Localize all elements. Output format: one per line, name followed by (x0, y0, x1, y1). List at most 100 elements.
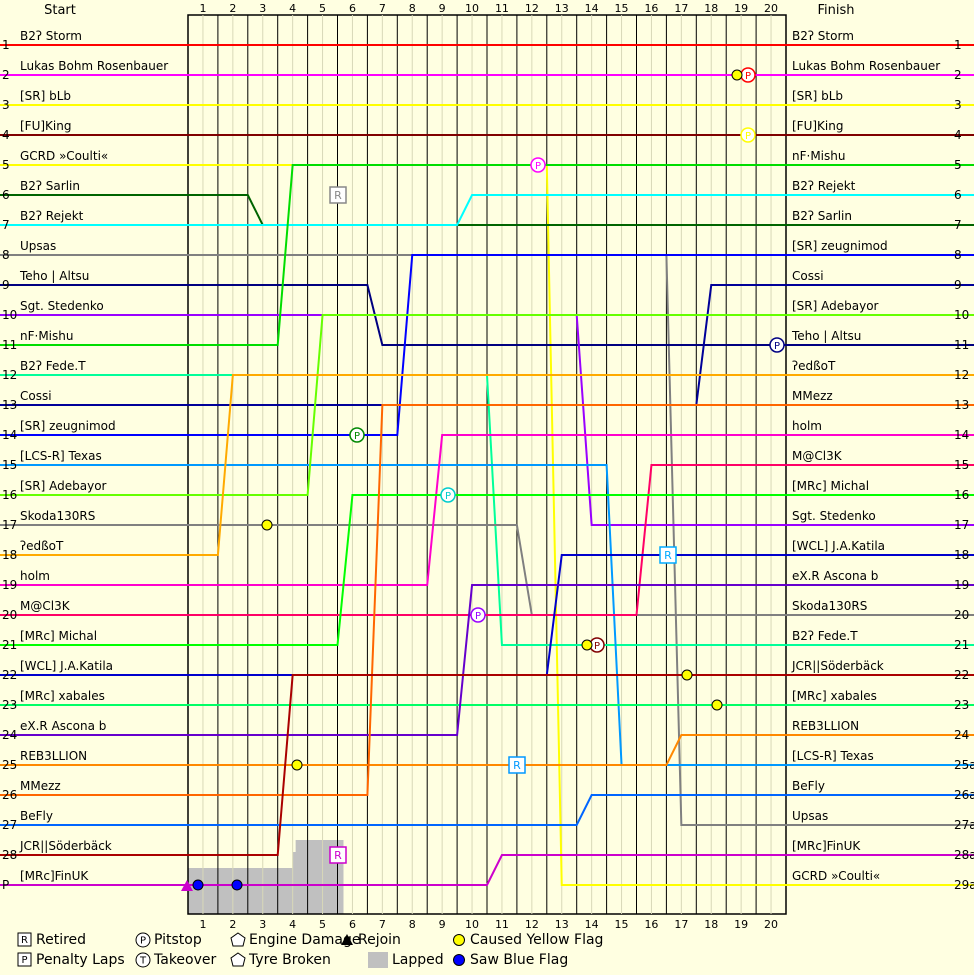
lap-tick-bottom: 4 (289, 918, 296, 931)
lap-tick-top: 9 (439, 2, 446, 15)
pitstop-letter: P (535, 161, 541, 172)
pitstop-marker (740, 127, 756, 143)
start-driver-label: Cossi (20, 389, 52, 403)
lapped-area (188, 840, 344, 914)
finish-driver-label: [MRc] Michal (792, 479, 869, 493)
lap-tick-bottom: 7 (379, 918, 386, 931)
start-driver-label: B2ʔ Fede.T (20, 359, 86, 373)
pitstop-letter: P (354, 431, 360, 442)
lap-tick-top: 17 (674, 2, 688, 15)
lap-tick-top: 12 (525, 2, 539, 15)
position-line (188, 254, 786, 436)
retired-letter: R (334, 189, 342, 202)
position-line (188, 434, 786, 586)
lap-tick-top: 3 (259, 2, 266, 15)
finish-driver-label: JCR||Söderbäck (791, 659, 884, 673)
start-driver-label: [FU]King (20, 119, 71, 133)
finish-position-label: 7 (954, 218, 962, 232)
start-position-label: 28 (2, 848, 17, 862)
finish-position-label: 25a (954, 758, 974, 772)
start-position-label: 8 (2, 248, 10, 262)
lap-tick-bottom: 10 (465, 918, 479, 931)
finish-driver-label: REB3LLION (792, 719, 859, 733)
race-events: P P P P P P P P R R R R (181, 67, 785, 891)
finish-position-label: 22 (954, 668, 969, 682)
lap-tick-top: 13 (555, 2, 569, 15)
retired-marker (508, 756, 526, 774)
start-driver-label: B2ʔ Rejekt (20, 209, 84, 223)
finish-driver-label: Cossi (792, 269, 824, 283)
finish-driver-label: MMezz (792, 389, 833, 403)
legend-box-icon (17, 952, 32, 967)
start-driver-label: [SR] Adebayor (20, 479, 107, 493)
legend-label: Saw Blue Flag (470, 952, 568, 968)
finish-position-label: 13 (954, 398, 969, 412)
start-position-label: 10 (2, 308, 17, 322)
start-driver-label: B2ʔ Sarlin (20, 179, 80, 193)
position-line (188, 584, 786, 736)
finish-header: Finish (817, 3, 854, 18)
legend-label: Lapped (392, 952, 444, 968)
start-driver-label: [MRc]FinUK (20, 869, 89, 883)
finish-driver-label: Upsas (792, 809, 828, 823)
start-position-label: 18 (2, 548, 17, 562)
start-driver-label: Skoda130RS (20, 509, 95, 523)
finish-driver-label: Skoda130RS (792, 599, 867, 613)
start-position-label: 17 (2, 518, 17, 532)
yellow-flag-icon (453, 934, 465, 946)
lap-tick-bottom: 8 (409, 918, 416, 931)
legend-label: Rejoin (358, 932, 401, 948)
finish-driver-label: nF·Mishu (792, 149, 845, 163)
legend-mark: T (139, 956, 147, 967)
start-driver-label: B2ʔ Storm (20, 29, 82, 43)
rejoin-icon (341, 934, 353, 945)
start-driver-label: [SR] zeugnimod (20, 419, 116, 433)
retired-letter: R (334, 849, 342, 862)
finish-position-label: 5 (954, 158, 962, 172)
pitstop-marker (530, 157, 546, 173)
pitstop-marker (470, 607, 486, 623)
legend-label: Takeover (153, 952, 216, 968)
finish-position-label: 26a (954, 788, 974, 802)
lap-tick-top: 1 (199, 2, 206, 15)
lap-tick-bottom: 19 (734, 918, 748, 931)
lap-tick-bottom: 3 (259, 918, 266, 931)
start-position-label: 13 (2, 398, 17, 412)
yellow-flag-marker (291, 759, 303, 771)
finish-position-label: 29a (954, 878, 974, 892)
finish-driver-label: GCRD »Coulti« (792, 869, 880, 883)
legend-label: Caused Yellow Flag (470, 932, 603, 948)
tyre-broken-icon (230, 952, 246, 967)
start-driver-label: Teho | Altsu (19, 269, 89, 283)
finish-position-label: 14 (954, 428, 969, 442)
position-line (188, 854, 786, 886)
lap-tick-top: 7 (379, 2, 386, 15)
pitstop-letter: P (445, 491, 451, 502)
legend-mark: P (140, 936, 146, 947)
start-driver-label: holm (20, 569, 50, 583)
finish-driver-label: [FU]King (792, 119, 843, 133)
start-position-label: 24 (2, 728, 17, 742)
retired-letter: R (513, 759, 521, 772)
pitstop-letter: P (774, 341, 780, 352)
finish-position-label: 4 (954, 128, 962, 142)
position-line (188, 314, 786, 496)
lap-tick-top: 11 (495, 2, 509, 15)
yellow-flag-marker (581, 639, 593, 651)
start-driver-label: BeFly (20, 809, 53, 823)
start-position-label: 14 (2, 428, 17, 442)
finish-driver-label: B2ʔ Fede.T (792, 629, 858, 643)
finish-driver-label: M@Cl3K (792, 449, 843, 463)
lap-tick-bottom: 1 (199, 918, 206, 931)
lap-tick-bottom: 20 (764, 918, 778, 931)
pitstop-marker (440, 487, 456, 503)
start-driver-label: Sgt. Stedenko (20, 299, 104, 313)
yellow-flag-marker (681, 669, 693, 681)
finish-driver-label: B2ʔ Sarlin (792, 209, 852, 223)
yellow-flag-marker (261, 519, 273, 531)
start-position-label: 16 (2, 488, 17, 502)
finish-position-label: 21 (954, 638, 969, 652)
retired-marker (329, 186, 347, 204)
